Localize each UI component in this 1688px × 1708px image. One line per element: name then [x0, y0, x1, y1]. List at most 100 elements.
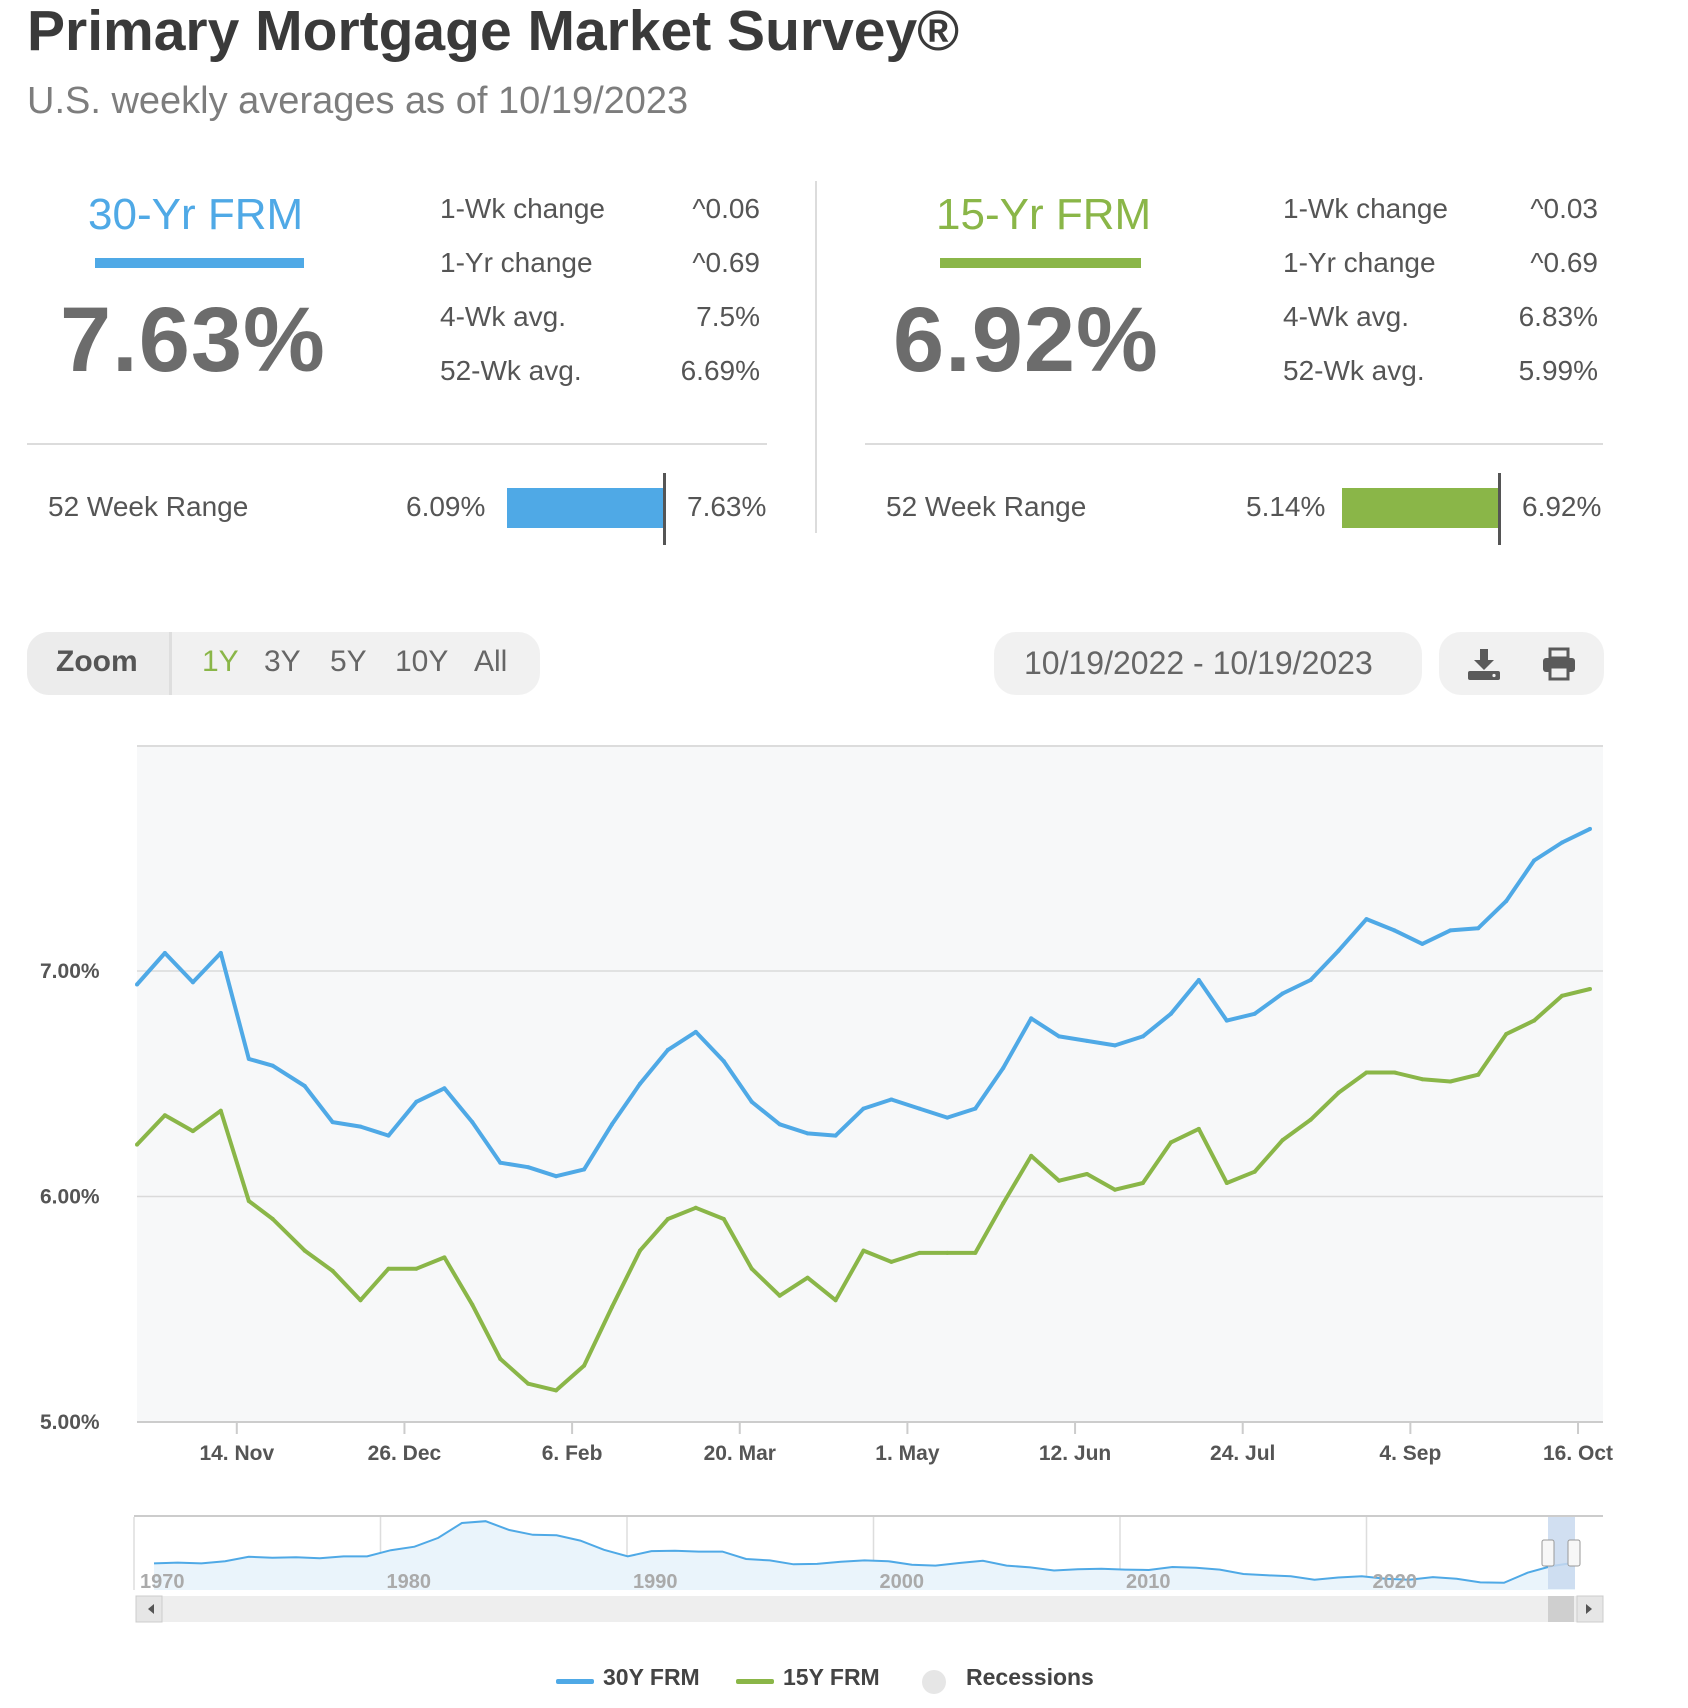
- data-point-30y: [1560, 840, 1565, 845]
- panel-15yr-underline: [940, 258, 1141, 268]
- data-point-15y: [777, 1293, 782, 1298]
- page-subtitle: U.S. weekly averages as of 10/19/2023: [27, 80, 689, 122]
- data-point-15y: [358, 1298, 363, 1303]
- panel-15yr-name: 15-Yr FRM: [936, 190, 1152, 239]
- data-point-30y: [1476, 926, 1481, 931]
- data-point-30y: [1364, 917, 1369, 922]
- up-arrow-icon: ^: [692, 247, 706, 278]
- legend-label-15y: 15Y FRM: [783, 1664, 880, 1690]
- data-point-30y: [1140, 1034, 1145, 1039]
- panel-30yr-range-bar: [507, 488, 665, 528]
- data-point-15y: [442, 1255, 447, 1260]
- data-point-15y: [330, 1268, 335, 1273]
- panel-15yr-range-marker: [1498, 473, 1501, 545]
- data-point-15y: [526, 1381, 531, 1386]
- data-point-15y: [973, 1250, 978, 1255]
- data-point-30y: [973, 1106, 978, 1111]
- navigator-handle-left[interactable]: [1541, 1539, 1555, 1567]
- navigator-scrollbar-track[interactable]: [136, 1596, 1603, 1622]
- navigator-scrollbar-thumb[interactable]: [1548, 1596, 1574, 1622]
- data-point-30y: [1196, 978, 1201, 982]
- zoom-label-bg: [27, 632, 172, 695]
- zoom-all-button[interactable]: All: [474, 645, 508, 678]
- x-tick-label: 6. Feb: [542, 1442, 603, 1465]
- data-point-30y: [582, 1167, 587, 1172]
- x-tick-label: 1. May: [875, 1442, 940, 1465]
- data-point-15y: [833, 1298, 838, 1303]
- legend-label-recessions: Recessions: [966, 1664, 1094, 1690]
- x-tick-label: 16. Oct: [1543, 1442, 1613, 1465]
- data-point-15y: [610, 1305, 614, 1309]
- navigator-series-30y: [153, 1520, 1576, 1584]
- navigator-handle-right[interactable]: [1567, 1539, 1581, 1567]
- data-point-15y: [1420, 1077, 1425, 1082]
- legend-line-15y: [736, 1679, 774, 1684]
- data-point-30y: [1448, 928, 1453, 933]
- data-point-30y: [1336, 948, 1341, 953]
- panel-15yr-range-high: 6.92%: [1522, 491, 1602, 522]
- data-point-30y: [1504, 899, 1509, 904]
- data-point-30y: [945, 1115, 950, 1120]
- data-point-30y: [498, 1160, 503, 1165]
- data-point-30y: [665, 1047, 670, 1052]
- navigator: 1970 1980 1990 2000 2010 2020: [133, 1515, 1604, 1623]
- download-icon[interactable]: [1465, 646, 1503, 682]
- panel-15yr-stat-value: ^0.69: [1530, 247, 1598, 278]
- data-point-15y: [1560, 993, 1565, 998]
- panel-30yr-stat-value: ^0.69: [692, 247, 760, 278]
- data-point-15y: [135, 1142, 139, 1147]
- data-point-15y: [190, 1129, 195, 1134]
- data-point-15y: [414, 1266, 419, 1271]
- download-icon-graphic: [1468, 649, 1500, 680]
- zoom-10y-button[interactable]: 10Y: [395, 645, 449, 678]
- panel-15yr-divider: [865, 443, 1603, 445]
- navigator-area: [154, 1521, 1575, 1590]
- scroll-right-icon: [1586, 1604, 1592, 1614]
- panel-15yr-stat-value: ^0.03: [1530, 193, 1598, 224]
- data-point-30y: [302, 1084, 307, 1088]
- panel-15yr-rate: 6.92%: [893, 289, 1159, 391]
- data-point-15y: [1057, 1178, 1062, 1183]
- panel-15yr-stat-label: 1-Yr change: [1283, 247, 1436, 278]
- panel-30yr-range-fill: [507, 488, 665, 528]
- panel-30yr-range-high: 7.63%: [687, 491, 767, 522]
- date-range-picker[interactable]: [994, 632, 1422, 695]
- data-point-15y: [498, 1356, 503, 1361]
- zoom-5y-button[interactable]: 5Y: [330, 645, 367, 678]
- up-arrow-icon: ^: [1530, 193, 1544, 224]
- up-arrow-icon: ^: [692, 193, 706, 224]
- data-point-15y: [1280, 1138, 1285, 1143]
- scroll-left-icon: [148, 1604, 154, 1614]
- legend-label-30y: 30Y FRM: [603, 1664, 700, 1690]
- zoom-3y-button[interactable]: 3Y: [264, 645, 301, 678]
- data-point-15y: [1588, 987, 1592, 991]
- data-point-15y: [1364, 1070, 1369, 1075]
- panel-30yr-divider: [27, 443, 767, 445]
- data-point-30y: [526, 1165, 531, 1170]
- date-range-text: 10/19/2022 - 10/19/2023: [1024, 645, 1373, 681]
- panel-30yr-stat-value: 7.5%: [696, 301, 760, 332]
- x-tick-label: 12. Jun: [1039, 1442, 1111, 1465]
- y-tick-label: 7.00%: [40, 960, 100, 983]
- data-point-30y: [805, 1131, 810, 1136]
- data-point-15y: [1085, 1172, 1089, 1176]
- data-point-15y: [246, 1199, 251, 1203]
- data-point-15y: [386, 1266, 391, 1271]
- data-point-15y: [721, 1217, 726, 1221]
- print-icon[interactable]: [1540, 646, 1578, 682]
- data-point-30y: [1280, 991, 1285, 996]
- plot-background: [137, 746, 1603, 1422]
- data-point-15y: [302, 1248, 307, 1253]
- data-point-15y: [889, 1259, 894, 1264]
- zoom-1y-button[interactable]: 1Y: [202, 645, 239, 678]
- panel-15yr-range-low: 5.14%: [1246, 491, 1326, 522]
- panel-30yr-stat-label: 52-Wk avg.: [440, 355, 582, 386]
- data-point-30y: [1029, 1016, 1034, 1021]
- data-point-30y: [638, 1081, 642, 1086]
- data-point-30y: [190, 980, 195, 985]
- data-point-30y: [1085, 1038, 1089, 1043]
- data-point-30y: [833, 1133, 838, 1138]
- panel-15yr-stat-label: 52-Wk avg.: [1283, 355, 1425, 386]
- page-title: Primary Mortgage Market Survey®: [27, 0, 960, 63]
- data-point-30y: [442, 1086, 447, 1091]
